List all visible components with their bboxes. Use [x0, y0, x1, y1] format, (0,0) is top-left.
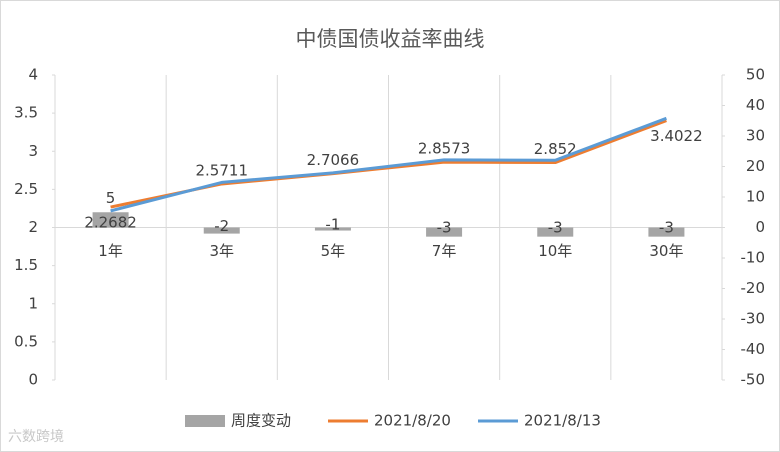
bar-label: -2: [214, 217, 229, 235]
y-tick-label: 0.5: [14, 332, 38, 350]
bar-label: -3: [437, 219, 452, 237]
watermark: 六数跨境: [8, 429, 64, 445]
y-tick-label: 4: [28, 66, 38, 84]
y2-tick-label: -20: [741, 279, 766, 297]
legend-swatch: [185, 415, 225, 427]
y2-tick-label: 30: [746, 127, 765, 145]
y2-tick-label: 20: [746, 157, 765, 175]
y-tick-label: 3.5: [14, 104, 38, 122]
bar-label: -3: [659, 219, 674, 237]
line-label: 2.8573: [418, 140, 471, 158]
y2-tick-label: 10: [746, 188, 765, 206]
y-tick-label: 0: [28, 371, 38, 389]
bar-label: -1: [325, 216, 340, 234]
y-tick-label: 2: [28, 218, 38, 236]
y2-tick-label: 50: [746, 66, 765, 84]
bar: [537, 227, 574, 237]
x-tick-label: 7年: [432, 242, 457, 260]
bar-label: 5: [106, 189, 116, 207]
y2-tick-label: -10: [741, 249, 766, 267]
x-tick-label: 5年: [321, 242, 346, 260]
legend-label: 2021/8/20: [374, 412, 451, 430]
bar: [203, 227, 240, 234]
x-tick-label: 30年: [649, 242, 683, 260]
y-tick-label: 2.5: [14, 180, 38, 198]
y-tick-label: 3: [28, 142, 38, 160]
bar: [92, 212, 129, 228]
legend-label: 2021/8/13: [524, 412, 601, 430]
y2-tick-label: -40: [741, 340, 766, 358]
y2-tick-label: -30: [741, 310, 766, 328]
y-tick-label: 1.5: [14, 256, 38, 274]
bar: [648, 227, 685, 237]
line-label: 2.2682: [84, 214, 137, 232]
bar: [426, 227, 463, 237]
x-tick-label: 3年: [209, 242, 234, 260]
line-label: 2.7066: [307, 151, 360, 169]
y-tick-label: 1: [28, 294, 38, 312]
y2-tick-label: 40: [746, 96, 765, 114]
x-tick-label: 10年: [538, 242, 572, 260]
chart-title: 中债国债收益率曲线: [296, 27, 485, 51]
bar: [314, 227, 351, 231]
x-tick-label: 1年: [98, 242, 123, 260]
line-label: 2.852: [534, 140, 577, 158]
bar-label: -3: [548, 219, 563, 237]
line-label: 2.5711: [196, 161, 249, 179]
line-label: 3.4022: [650, 127, 703, 145]
y2-tick-label: -50: [741, 371, 766, 389]
line: [110, 116, 667, 213]
y2-tick-label: 0: [755, 218, 765, 236]
legend-label: 周度变动: [231, 412, 291, 430]
